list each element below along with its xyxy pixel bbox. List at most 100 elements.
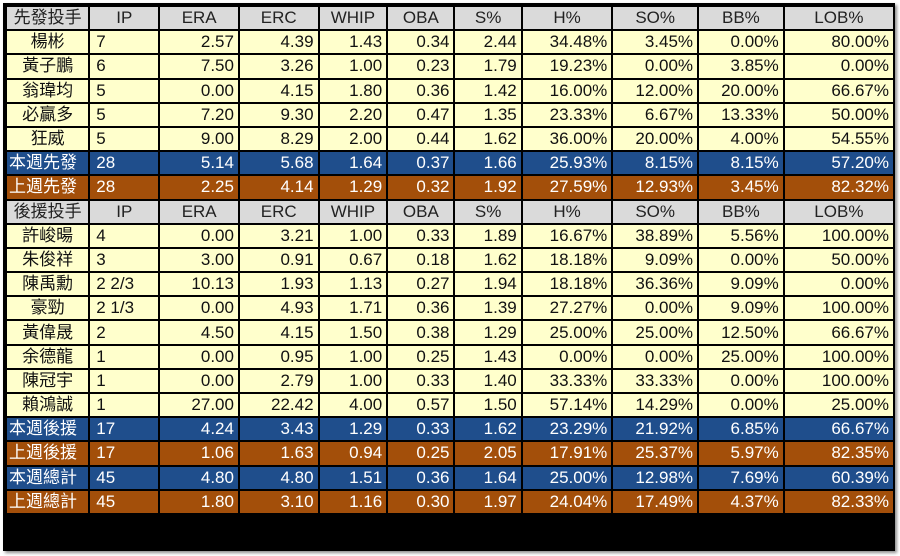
- header-cell-h: H%: [522, 200, 612, 223]
- cell-name: 豪勁: [7, 297, 89, 320]
- cell-so: 6.67%: [613, 103, 698, 126]
- cell-s: 1.94: [455, 273, 521, 296]
- cell-s: 1.50: [455, 394, 521, 417]
- cell-so: 33.33%: [613, 369, 698, 392]
- this-week-summary-row: 本週後援 17 4.24 3.43 1.29 0.33 1.62 23.29% 21.92% 6.…: [7, 418, 893, 441]
- cell-lob: 0.00%: [784, 55, 893, 78]
- player-row: 黃子鵬 6 7.50 3.26 1.00 0.23 1.79 19.23% 0.00% 3.85%…: [7, 55, 893, 78]
- header-cell-bb: BB%: [699, 200, 783, 223]
- cell-ip: 3: [90, 248, 159, 272]
- cell-oba: 0.25: [388, 442, 454, 465]
- cell-h: 57.14%: [522, 394, 612, 417]
- cell-whip: 2.20: [319, 103, 387, 126]
- header-cell-name: 先發投手: [7, 7, 89, 30]
- header-cell-erc: ERC: [239, 200, 318, 223]
- cell-lob: 25.00%: [784, 394, 893, 417]
- cell-lob: 82.33%: [784, 490, 893, 513]
- cell-lob: 54.55%: [784, 127, 893, 151]
- cell-so: 0.00%: [613, 55, 698, 78]
- cell-oba: 0.36: [388, 466, 454, 489]
- cell-lob: 60.39%: [784, 466, 893, 489]
- cell-oba: 0.38: [388, 321, 454, 344]
- cell-name: 黃偉晟: [7, 321, 89, 344]
- cell-erc: 8.29: [239, 127, 318, 151]
- cell-s: 1.79: [455, 55, 521, 78]
- cell-name: 本週後援: [7, 418, 89, 441]
- cell-so: 0.00%: [613, 297, 698, 320]
- cell-oba: 0.32: [388, 176, 454, 199]
- cell-ip: 5: [90, 79, 159, 102]
- cell-erc: 4.93: [239, 297, 318, 320]
- header-cell-so: SO%: [613, 7, 698, 30]
- section-header-row: 後援投手 IP ERA ERC WHIP OBA S% H% SO% BB% LOB%: [7, 200, 893, 223]
- cell-ip: 28: [90, 152, 159, 175]
- player-row: 黃偉晟 2 4.50 4.15 1.50 0.38 1.29 25.00% 25.00% 12.5…: [7, 321, 893, 344]
- cell-whip: 1.00: [319, 224, 387, 247]
- cell-h: 25.93%: [522, 152, 612, 175]
- cell-name: 上週總計: [7, 490, 89, 513]
- cell-bb: 0.00%: [699, 31, 783, 54]
- cell-oba: 0.47: [388, 103, 454, 126]
- cell-bb: 4.37%: [699, 490, 783, 513]
- cell-whip: 1.80: [319, 79, 387, 102]
- cell-era: 0.00: [160, 297, 238, 320]
- cell-s: 1.42: [455, 79, 521, 102]
- cell-so: 14.29%: [613, 394, 698, 417]
- cell-name: 上週後援: [7, 442, 89, 465]
- cell-lob: 82.35%: [784, 442, 893, 465]
- last-week-summary-row: 上週後援 17 1.06 1.63 0.94 0.25 2.05 17.91% 25.37% 5.…: [7, 442, 893, 465]
- cell-bb: 0.00%: [699, 369, 783, 392]
- header-cell-s: S%: [455, 200, 521, 223]
- player-row: 余德龍 1 0.00 0.95 1.00 0.25 1.43 0.00% 0.00% 25.00%…: [7, 345, 893, 368]
- header-cell-era: ERA: [160, 200, 238, 223]
- cell-bb: 9.09%: [699, 297, 783, 320]
- cell-era: 0.00: [160, 369, 238, 392]
- cell-bb: 3.85%: [699, 55, 783, 78]
- cell-ip: 1: [90, 369, 159, 392]
- cell-erc: 3.10: [239, 490, 318, 513]
- cell-ip: 2 1/3: [90, 297, 159, 320]
- cell-ip: 2 2/3: [90, 273, 159, 296]
- cell-ip: 5: [90, 103, 159, 126]
- cell-erc: 4.15: [239, 321, 318, 344]
- cell-whip: 1.00: [319, 369, 387, 392]
- cell-name: 許峻暘: [7, 224, 89, 247]
- cell-bb: 5.56%: [699, 224, 783, 247]
- cell-name: 余德龍: [7, 345, 89, 368]
- cell-name: 陳禹勳: [7, 273, 89, 296]
- cell-so: 9.09%: [613, 248, 698, 272]
- cell-name: 楊彬: [7, 31, 89, 54]
- cell-name: 本週總計: [7, 466, 89, 489]
- cell-h: 27.59%: [522, 176, 612, 199]
- player-row: 楊彬 7 2.57 4.39 1.43 0.34 2.44 34.48% 3.45% 0.00% 8…: [7, 31, 893, 54]
- cell-lob: 100.00%: [784, 345, 893, 368]
- player-row: 朱俊祥 3 3.00 0.91 0.67 0.18 1.62 18.18% 9.09% 0.00%…: [7, 248, 893, 272]
- cell-oba: 0.36: [388, 297, 454, 320]
- cell-erc: 3.26: [239, 55, 318, 78]
- cell-so: 3.45%: [613, 31, 698, 54]
- cell-era: 10.13: [160, 273, 238, 296]
- cell-s: 1.62: [455, 418, 521, 441]
- cell-era: 0.00: [160, 345, 238, 368]
- cell-s: 2.05: [455, 442, 521, 465]
- cell-lob: 50.00%: [784, 103, 893, 126]
- cell-name: 陳冠宇: [7, 369, 89, 392]
- header-cell-whip: WHIP: [319, 200, 387, 223]
- cell-h: 23.29%: [522, 418, 612, 441]
- cell-h: 0.00%: [522, 345, 612, 368]
- cell-h: 18.18%: [522, 248, 612, 272]
- cell-so: 20.00%: [613, 127, 698, 151]
- cell-h: 25.00%: [522, 466, 612, 489]
- cell-h: 24.04%: [522, 490, 612, 513]
- cell-name: 必贏多: [7, 103, 89, 126]
- cell-lob: 0.00%: [784, 273, 893, 296]
- cell-name: 上週先發: [7, 176, 89, 199]
- cell-erc: 4.80: [239, 466, 318, 489]
- cell-oba: 0.33: [388, 418, 454, 441]
- cell-ip: 4: [90, 224, 159, 247]
- cell-whip: 4.00: [319, 394, 387, 417]
- cell-h: 23.33%: [522, 103, 612, 126]
- cell-era: 0.00: [160, 224, 238, 247]
- cell-so: 17.49%: [613, 490, 698, 513]
- cell-h: 34.48%: [522, 31, 612, 54]
